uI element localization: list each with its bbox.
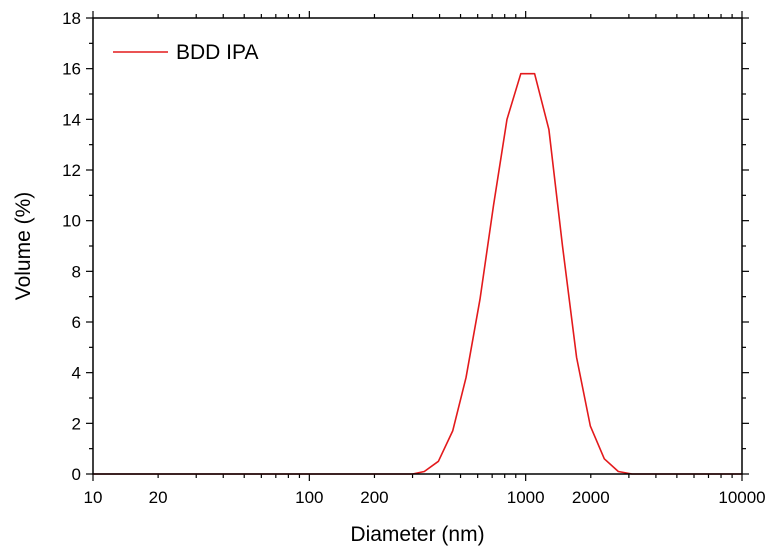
y-tick-label: 8 [72, 262, 81, 281]
x-tick-label: 200 [360, 488, 388, 507]
y-tick-label: 12 [62, 161, 81, 180]
y-axis-title: Volume (%) [12, 192, 35, 301]
x-tick-label: 10000 [718, 488, 765, 507]
y-tick-label: 4 [72, 364, 81, 383]
x-tick-label: 2000 [572, 488, 610, 507]
legend-label-bdd-ipa: BDD IPA [176, 41, 258, 64]
x-tick-label: 20 [149, 488, 168, 507]
x-tick-label: 100 [295, 488, 323, 507]
axis-ticks [86, 11, 749, 481]
y-tick-label: 14 [62, 110, 81, 129]
tick-labels: 10 20 100 200 1000 2000 10000 0 2 4 6 8 10 12 14 16 18 [62, 9, 766, 507]
plot-frame [92, 17, 743, 475]
y-tick-label: 10 [62, 212, 81, 231]
y-tick-label: 16 [62, 60, 81, 79]
legend: BDD IPA [113, 41, 258, 64]
y-tick-label: 6 [72, 313, 81, 332]
series-line-bdd-ipa [93, 72, 742, 475]
y-tick-label: 2 [72, 414, 81, 433]
series-layer [93, 72, 742, 475]
x-tick-label: 10 [84, 488, 103, 507]
y-tick-label: 0 [72, 465, 81, 484]
x-tick-label: 1000 [507, 488, 545, 507]
y-tick-label: 18 [62, 9, 81, 28]
x-axis-title: Diameter (nm) [350, 523, 484, 546]
